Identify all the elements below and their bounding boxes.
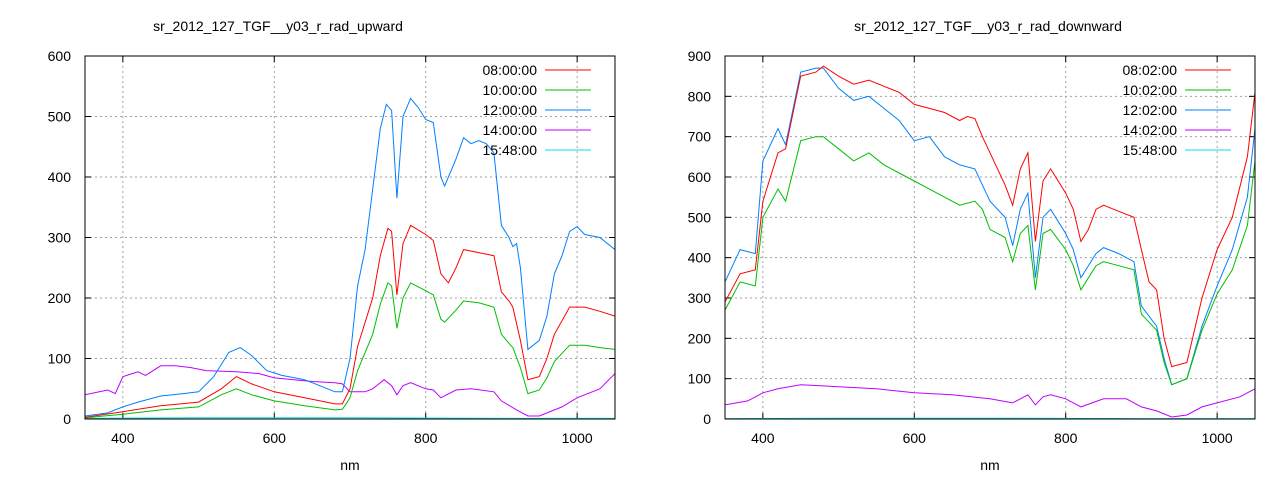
y-tick-label: 500 <box>48 109 72 125</box>
y-tick-label: 100 <box>688 371 712 387</box>
chart-title: sr_2012_127_TGF__y03_r_rad_downward <box>854 18 1122 34</box>
legend-label: 08:00:00 <box>483 62 538 78</box>
y-tick-label: 100 <box>48 351 72 367</box>
x-axis-label: nm <box>340 457 359 473</box>
legend-label: 10:00:00 <box>483 82 538 98</box>
legend-label: 08:02:00 <box>1123 62 1178 78</box>
y-tick-label: 400 <box>688 250 712 266</box>
legend-label: 15:48:00 <box>483 142 538 158</box>
y-tick-label: 700 <box>688 129 712 145</box>
y-tick-label: 300 <box>688 290 712 306</box>
chart-0: sr_2012_127_TGF__y03_r_rad_upward 0 100 200… <box>48 18 615 473</box>
y-tick-label: 0 <box>63 411 71 427</box>
x-tick-label: 1000 <box>1202 430 1233 446</box>
chart-title: sr_2012_127_TGF__y03_r_rad_upward <box>153 18 403 34</box>
legend-label: 12:00:00 <box>483 102 538 118</box>
chart-1: sr_2012_127_TGF__y03_r_rad_downward 0 100 2… <box>688 18 1255 473</box>
legend-label: 15:48:00 <box>1123 142 1178 158</box>
x-tick-label: 800 <box>414 430 438 446</box>
x-axis-label: nm <box>980 457 999 473</box>
x-tick-label: 600 <box>263 430 287 446</box>
x-tick-label: 400 <box>111 430 135 446</box>
y-tick-label: 200 <box>48 290 72 306</box>
y-tick-label: 600 <box>688 169 712 185</box>
y-tick-label: 200 <box>688 330 712 346</box>
series-line-140200 <box>725 385 1255 417</box>
y-tick-label: 600 <box>48 48 72 64</box>
y-tick-label: 400 <box>48 169 72 185</box>
series-line-100200 <box>725 137 1255 385</box>
legend-label: 12:02:00 <box>1123 102 1178 118</box>
series-line-080000 <box>85 225 615 417</box>
y-tick-label: 300 <box>48 230 72 246</box>
legend-label: 10:02:00 <box>1123 82 1178 98</box>
x-tick-label: 1000 <box>562 430 593 446</box>
legend-label: 14:00:00 <box>483 122 538 138</box>
x-tick-label: 600 <box>903 430 927 446</box>
y-tick-label: 900 <box>688 48 712 64</box>
legend-label: 14:02:00 <box>1123 122 1178 138</box>
x-tick-label: 400 <box>751 430 775 446</box>
series-line-154800 <box>85 418 615 419</box>
y-tick-label: 500 <box>688 209 712 225</box>
y-tick-label: 800 <box>688 88 712 104</box>
y-tick-label: 0 <box>703 411 711 427</box>
x-tick-label: 800 <box>1054 430 1078 446</box>
series-line-100000 <box>85 283 615 418</box>
